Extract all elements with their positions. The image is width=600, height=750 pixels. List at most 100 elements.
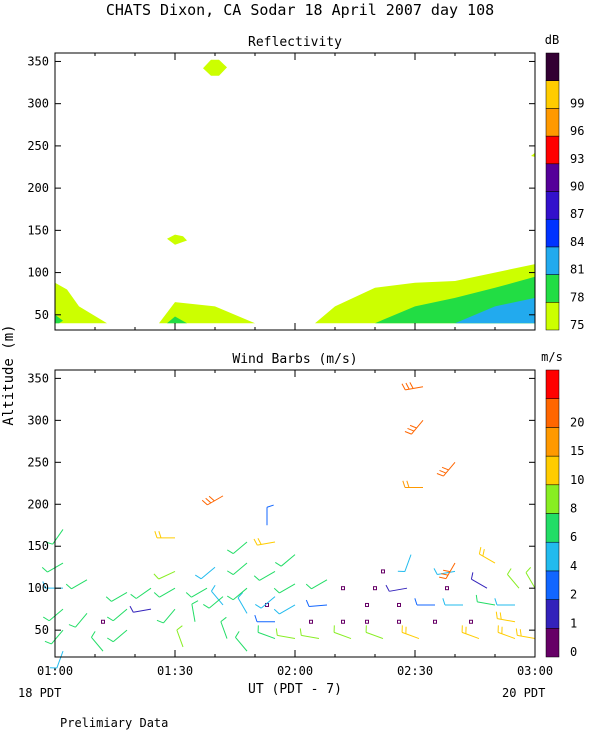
legend-label: 75: [570, 318, 584, 332]
wind-barb: [49, 650, 64, 669]
wind-barb-staff: [404, 554, 412, 572]
wind-barb-calm: [101, 619, 105, 624]
wind-barb-flag: [227, 549, 234, 555]
wind-barb-calm: [397, 619, 401, 624]
wind-barb-flag: [441, 466, 449, 471]
wind-barb-flag: [253, 538, 258, 546]
x-tick-label: 01:00: [37, 664, 73, 678]
wind-barb-staff: [159, 587, 176, 598]
wind-barb-flag: [158, 531, 162, 538]
reflectivity-region: [203, 59, 227, 76]
wind-barb: [91, 631, 104, 652]
y-tick-label: 150: [27, 539, 49, 553]
wind-barb: [45, 529, 64, 545]
wind-barb-flag: [257, 538, 262, 545]
wind-barb-flag: [409, 424, 417, 429]
wind-barb: [253, 538, 276, 546]
wind-barb: [107, 629, 128, 643]
y-tick-label: 350: [27, 54, 49, 68]
wind-barb-staff: [211, 590, 224, 606]
wind-barb-flag: [107, 616, 114, 622]
wind-barb-staff: [280, 554, 296, 567]
wind-barb-staff: [507, 574, 520, 589]
wind-barb: [227, 562, 248, 576]
wind-barb-flag: [185, 592, 192, 598]
wind-barb-staff: [301, 634, 320, 640]
wind-barb-flag: [275, 562, 282, 567]
wind-barb-staff: [437, 570, 456, 576]
wind-barb-staff: [259, 570, 276, 581]
wind-barb: [176, 625, 184, 648]
wind-barb-flag: [273, 587, 280, 594]
chart-title: CHATS Dixon, CA Sodar 18 April 2007 day …: [106, 1, 494, 19]
reflectivity-region: [455, 297, 535, 324]
wind-barb-flag: [439, 469, 447, 474]
wind-barb-staff: [279, 604, 296, 615]
wind-barb-flag: [406, 480, 410, 488]
reflectivity-region: [531, 152, 535, 157]
wind-barb-staff: [207, 495, 224, 506]
wind-barb-staff: [309, 604, 328, 608]
legend-label: 6: [570, 530, 577, 544]
wind-barb-staff: [257, 541, 276, 546]
wind-barb: [129, 605, 152, 613]
wind-barb-flag: [478, 547, 482, 555]
y-tick-label: 250: [27, 455, 49, 469]
wind-barb-flag: [253, 575, 260, 581]
wind-barb-staff: [232, 587, 248, 601]
legend-swatch: [545, 484, 560, 514]
wind-barb-staff: [135, 587, 152, 599]
wind-barb: [227, 587, 248, 601]
wind-barb-staff: [497, 618, 516, 623]
wind-barb-staff: [158, 570, 176, 580]
wind-barb: [404, 420, 424, 435]
wind-barb-flag: [494, 598, 498, 606]
y-tick-label: 300: [27, 413, 49, 427]
wind-barb-staff: [191, 603, 196, 622]
legend-swatch: [545, 135, 560, 165]
x-tick-label: 02:00: [277, 664, 313, 678]
wind-barb-staff: [200, 566, 216, 580]
wind-barb-flag: [305, 599, 310, 607]
wind-barb: [203, 596, 224, 609]
wind-barb-flag: [299, 628, 302, 636]
wind-barb-calm: [469, 619, 473, 624]
y-tick-label: 300: [27, 97, 49, 111]
wind-barb-flag: [68, 624, 76, 628]
wind-barb-staff: [401, 631, 420, 640]
wind-barb-flag: [44, 640, 52, 645]
legend-swatch: [545, 570, 560, 600]
legend-label: 2: [570, 588, 577, 602]
wind-barb-calm: [341, 619, 345, 624]
wind-barb-calm: [445, 586, 449, 591]
wind-barb-flag: [208, 495, 215, 502]
wind-barb-staff: [163, 608, 176, 624]
wind-barb-flag: [436, 473, 444, 477]
wind-barb: [414, 598, 435, 606]
wind-barb-calm: [381, 569, 385, 574]
wind-barb-staff: [48, 608, 64, 622]
wind-barb: [130, 587, 152, 599]
reflectivity-region: [167, 234, 187, 245]
wind-barb-flag: [439, 576, 447, 580]
x-axis-label: UT (PDT - 7): [248, 682, 342, 697]
wind-barb-flag: [385, 584, 390, 592]
wind-barb-flag: [91, 631, 96, 638]
y-tick-label: 200: [27, 181, 49, 195]
wind-barb-flag: [191, 600, 199, 605]
wind-barb-staff: [232, 562, 248, 575]
wind-barb: [494, 598, 515, 606]
wind-barb: [156, 608, 176, 624]
bottom-frame: [54, 369, 536, 658]
wind-barb: [333, 625, 352, 640]
wind-barb-flag: [237, 592, 244, 599]
wind-barb-calm: [373, 586, 377, 591]
wind-barb: [43, 608, 64, 622]
wind-barb-flag: [407, 427, 415, 432]
wind-barb: [191, 600, 199, 622]
wind-barb-flag: [41, 566, 48, 573]
wind-barb-calm: [433, 619, 437, 624]
wind-barb: [44, 629, 64, 645]
wind-barb: [153, 570, 176, 580]
wind-barb-staff: [56, 650, 64, 669]
